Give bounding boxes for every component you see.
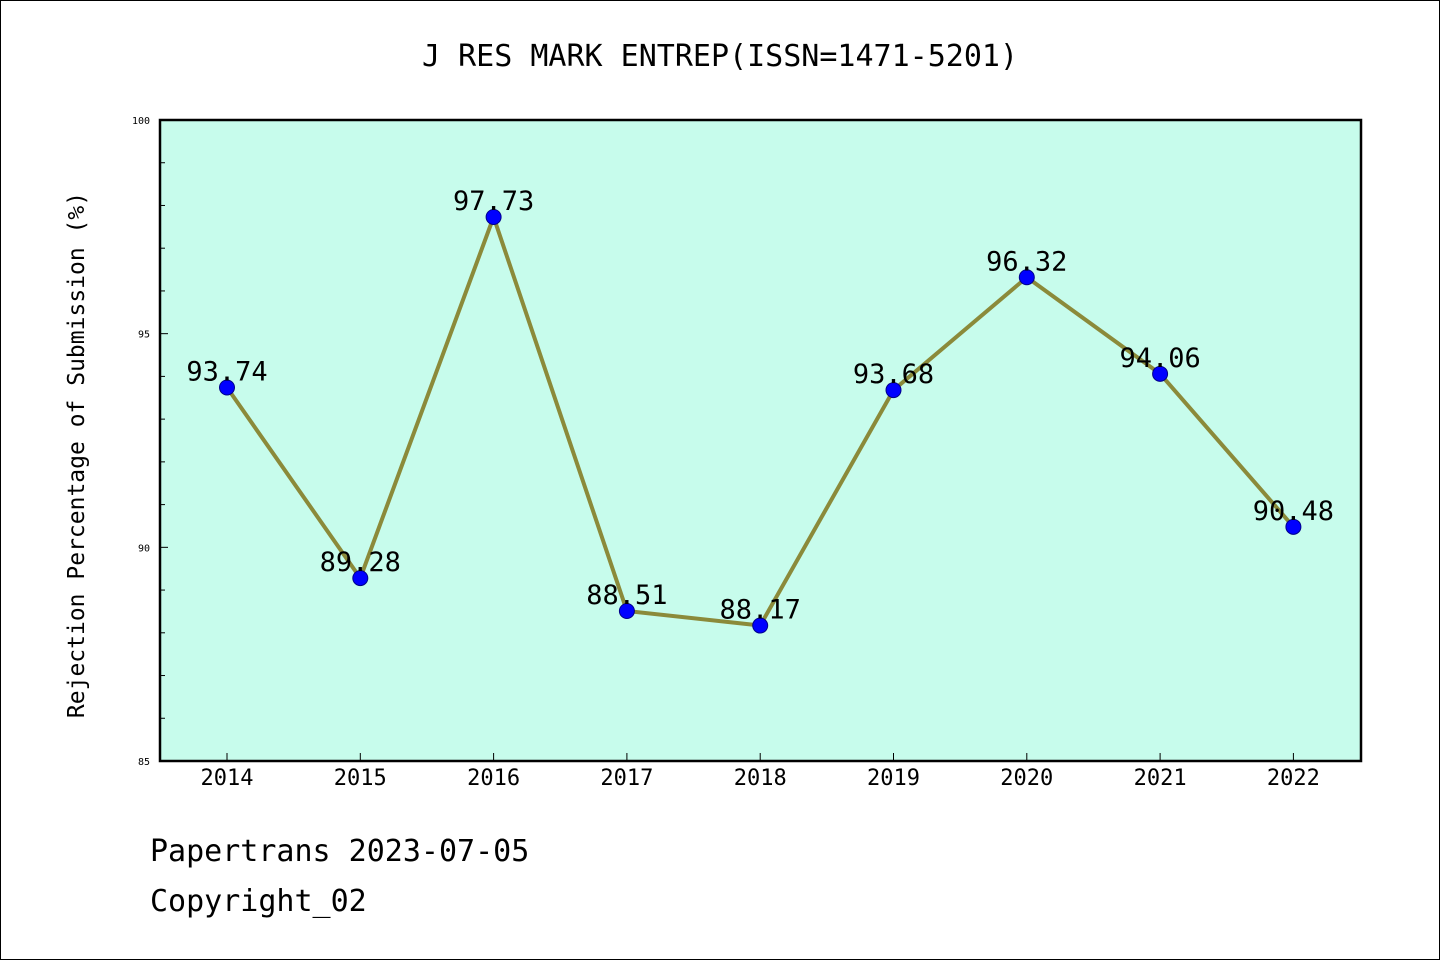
y-tick-label: 100 [132, 116, 150, 127]
data-label-2018: 88.17 [720, 595, 801, 626]
data-point-2018 [752, 617, 769, 634]
data-point-2021 [1152, 365, 1169, 382]
data-point-2016 [485, 209, 502, 226]
x-tick-label: 2020 [1000, 766, 1053, 791]
data-label-2014: 93.74 [186, 357, 267, 388]
data-point-2022 [1285, 518, 1302, 535]
x-tick-label: 2014 [201, 766, 254, 791]
x-tick-label: 2018 [734, 766, 787, 791]
chart-title: J RES MARK ENTREP(ISSN=1471-5201) [422, 39, 1018, 74]
data-point-2020 [1018, 269, 1035, 286]
x-tick-label: 2022 [1267, 766, 1320, 791]
data-label-2017: 88.51 [586, 580, 667, 611]
data-point-2015 [352, 570, 369, 587]
x-tick-label: 2017 [600, 766, 653, 791]
x-tick-label: 2019 [867, 766, 920, 791]
footer-date-line: Papertrans 2023-07-05 [150, 834, 530, 869]
data-label-2022: 90.48 [1253, 496, 1334, 527]
marks-layer [219, 209, 1302, 634]
x-tick-label: 2021 [1134, 766, 1187, 791]
ticks-layer: 85 90 95 100 2014 2015 2016 2017 2018 2019 2020 202… [132, 116, 1320, 791]
data-point-2017 [618, 603, 635, 620]
plot-area [160, 120, 1361, 761]
data-label-2020: 96.32 [986, 246, 1067, 277]
data-label-2021: 94.06 [1119, 343, 1200, 374]
y-tick-label: 95 [138, 330, 150, 341]
data-label-2019: 93.68 [853, 359, 934, 390]
plot-border [158, 118, 1363, 763]
data-label-2015: 89.28 [320, 547, 401, 578]
data-point-2019 [885, 382, 902, 399]
data-label-2016: 97.73 [453, 186, 534, 217]
x-tick-label: 2016 [467, 766, 520, 791]
y-tick-label: 85 [138, 757, 150, 768]
y-axis-label: Rejection Percentage of Submission (%) [64, 192, 90, 718]
data-point-2014 [219, 379, 235, 396]
y-tick-label: 90 [138, 543, 150, 554]
labels-layer: 93.74 89.28 97.73 88.51 88.17 93.68 96.32 94.06… [186, 186, 1334, 626]
footer-copyright-line: Copyright_02 [150, 884, 367, 919]
x-tick-label: 2015 [334, 766, 387, 791]
